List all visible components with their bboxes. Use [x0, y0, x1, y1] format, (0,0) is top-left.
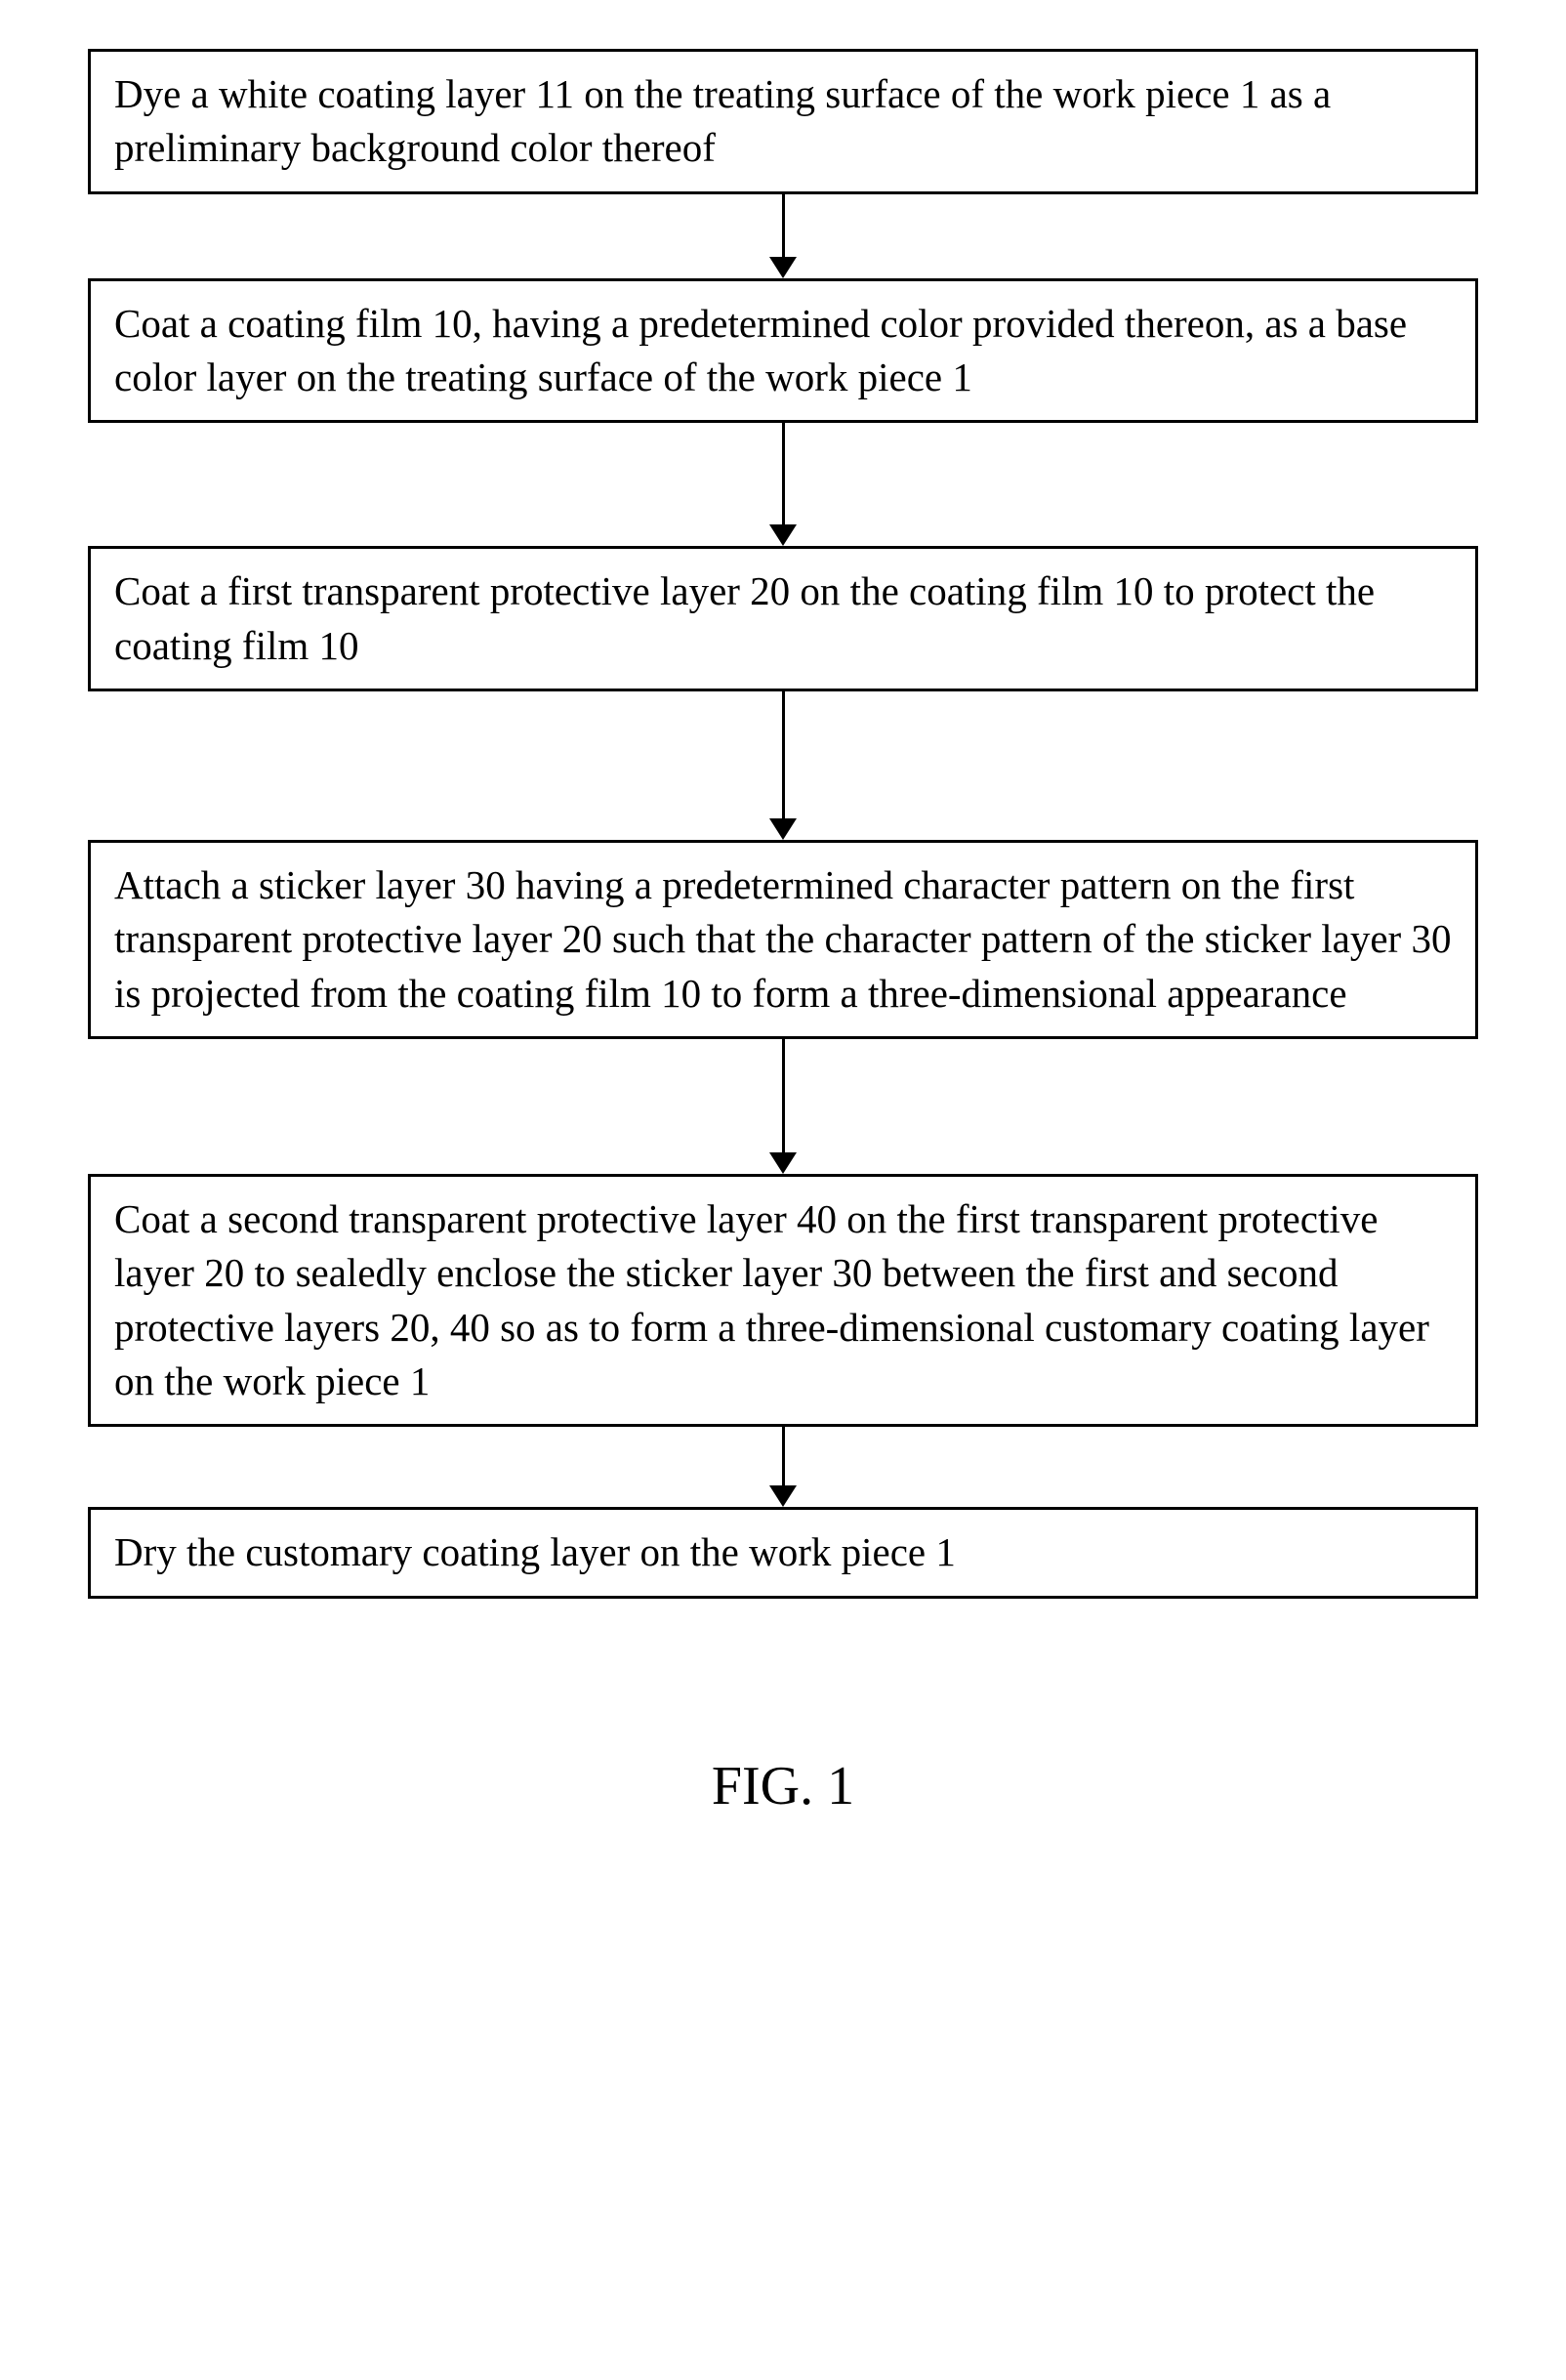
- flow-step-2-text: Coat a coating film 10, having a predete…: [114, 301, 1407, 399]
- flowchart-container: Dye a white coating layer 11 on the trea…: [88, 49, 1478, 1599]
- flow-step-2: Coat a coating film 10, having a predete…: [88, 278, 1478, 424]
- arrow-1-line: [782, 194, 785, 257]
- flow-step-5: Coat a second transparent protective lay…: [88, 1174, 1478, 1427]
- arrow-5-head: [769, 1485, 797, 1507]
- arrow-3-head: [769, 818, 797, 840]
- arrow-4-line: [782, 1039, 785, 1152]
- arrow-1-head: [769, 257, 797, 278]
- flow-step-6: Dry the customary coating layer on the w…: [88, 1507, 1478, 1598]
- arrow-2-head: [769, 524, 797, 546]
- flow-step-4: Attach a sticker layer 30 having a prede…: [88, 840, 1478, 1039]
- arrow-5: [769, 1427, 797, 1507]
- flow-step-1: Dye a white coating layer 11 on the trea…: [88, 49, 1478, 194]
- arrow-3: [769, 691, 797, 840]
- flow-step-6-text: Dry the customary coating layer on the w…: [114, 1529, 956, 1574]
- arrow-4: [769, 1039, 797, 1174]
- flow-step-4-text: Attach a sticker layer 30 having a prede…: [114, 862, 1451, 1016]
- flow-step-3-text: Coat a first transparent protective laye…: [114, 568, 1375, 667]
- flow-step-1-text: Dye a white coating layer 11 on the trea…: [114, 71, 1331, 170]
- arrow-2: [769, 423, 797, 546]
- arrow-3-line: [782, 691, 785, 818]
- arrow-1: [769, 194, 797, 278]
- figure-label: FIG. 1: [88, 1755, 1478, 1817]
- arrow-4-head: [769, 1152, 797, 1174]
- arrow-2-line: [782, 423, 785, 524]
- flow-step-5-text: Coat a second transparent protective lay…: [114, 1196, 1429, 1403]
- arrow-5-line: [782, 1427, 785, 1485]
- figure-label-text: FIG. 1: [712, 1756, 854, 1816]
- flow-step-3: Coat a first transparent protective laye…: [88, 546, 1478, 691]
